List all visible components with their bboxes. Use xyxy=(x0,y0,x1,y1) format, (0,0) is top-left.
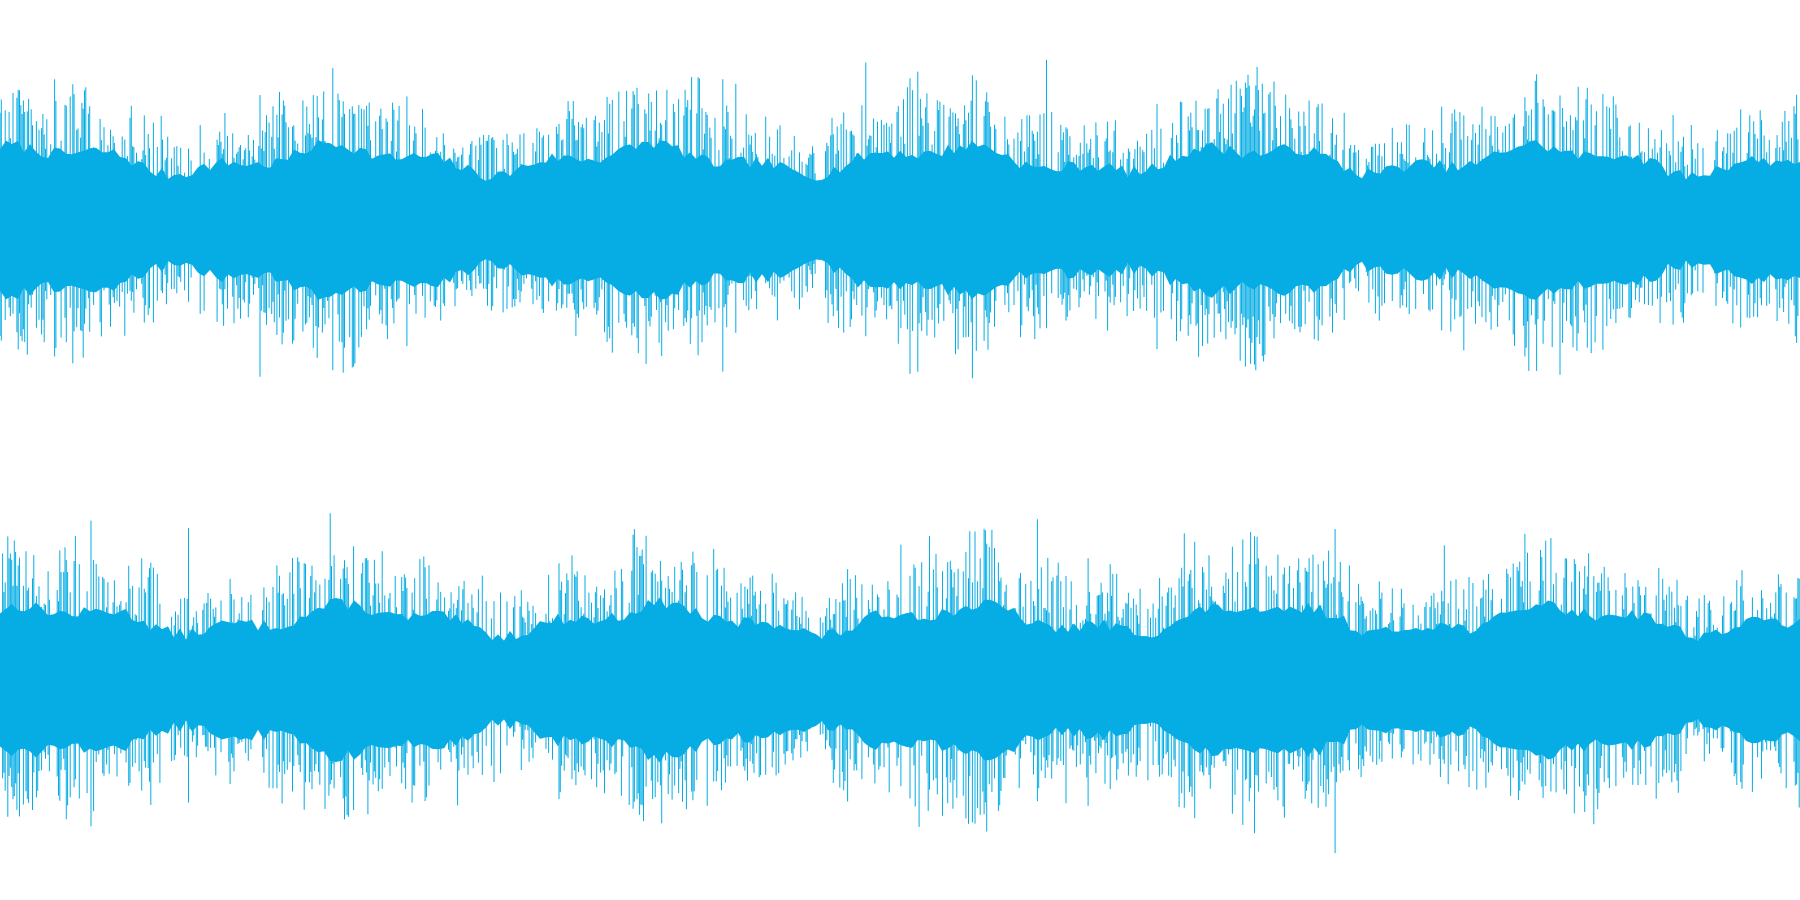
waveform-bottom-transients xyxy=(2,513,1800,854)
waveform-channel-top xyxy=(0,30,1800,410)
waveform-top-core-band xyxy=(0,140,1800,300)
waveform-top-transients xyxy=(0,59,1799,379)
waveform-bottom-svg xyxy=(0,513,1800,854)
waveform-top-svg xyxy=(0,59,1800,379)
waveform-channel-bottom xyxy=(0,490,1800,870)
